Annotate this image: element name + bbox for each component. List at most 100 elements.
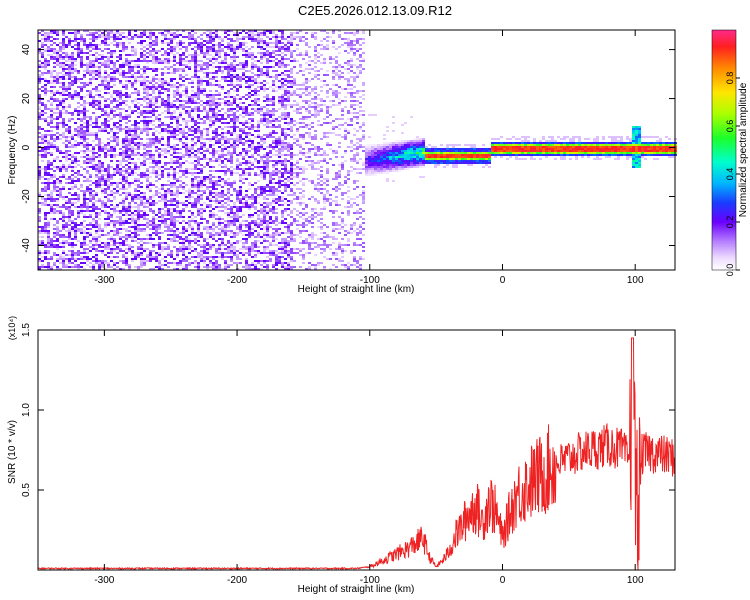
heatmap-cell	[104, 104, 107, 106]
heatmap-cell	[110, 146, 113, 148]
heatmap-cell	[155, 138, 158, 140]
heatmap-cell	[248, 196, 251, 198]
heatmap-cell	[263, 106, 266, 108]
heatmap-cell	[98, 58, 101, 60]
heatmap-cell	[95, 212, 98, 214]
heatmap-cell	[185, 88, 188, 90]
heatmap-cell	[110, 256, 113, 258]
heatmap-cell	[251, 148, 254, 150]
heatmap-cell	[257, 126, 260, 128]
heatmap-cell	[146, 84, 149, 86]
heatmap-cell	[170, 32, 173, 34]
heatmap-cell	[44, 198, 47, 200]
heatmap-cell	[236, 104, 239, 106]
heatmap-cell	[155, 234, 158, 236]
heatmap-cell	[137, 136, 140, 138]
heatmap-cell	[200, 222, 203, 224]
heatmap-cell	[173, 238, 176, 240]
heatmap-cell	[242, 206, 245, 208]
heatmap-cell	[155, 254, 158, 256]
heatmap-cell	[167, 106, 170, 108]
heatmap-cell	[209, 38, 212, 40]
heatmap-cell	[137, 122, 140, 124]
heatmap-cell	[179, 180, 182, 182]
heatmap-cell	[119, 152, 122, 154]
heatmap-cell	[158, 168, 161, 170]
heatmap-cell	[137, 92, 140, 94]
heatmap-cell	[77, 250, 80, 252]
heatmap-cell	[80, 138, 83, 140]
heatmap-cell	[146, 180, 149, 182]
heatmap-cell	[203, 250, 206, 252]
heatmap-cell	[131, 70, 134, 72]
heatmap-cell	[113, 110, 116, 112]
heatmap-cell	[113, 132, 116, 134]
heatmap-cell	[107, 58, 110, 60]
heatmap-cell	[251, 62, 254, 64]
heatmap-cell	[53, 212, 56, 214]
heatmap-cell	[92, 240, 95, 242]
heatmap-cell	[89, 188, 92, 190]
heatmap-cell	[98, 166, 101, 168]
heatmap-cell	[233, 206, 236, 208]
heatmap-cell	[107, 62, 110, 64]
heatmap-cell	[161, 216, 164, 218]
heatmap-cell	[68, 112, 71, 114]
heatmap-cell	[50, 142, 53, 144]
heatmap-cell	[245, 152, 248, 154]
heatmap-cell	[113, 124, 116, 126]
heatmap-cell	[242, 130, 245, 132]
heatmap-cell	[95, 66, 98, 68]
heatmap-cell	[173, 194, 176, 196]
heatmap-cell	[104, 84, 107, 86]
heatmap-cell	[209, 262, 212, 264]
heatmap-cell	[140, 128, 143, 130]
heatmap-cell	[59, 110, 62, 112]
heatmap-cell	[122, 140, 125, 142]
heatmap-cell	[257, 150, 260, 152]
heatmap-cell	[137, 180, 140, 182]
heatmap-cell	[128, 218, 131, 220]
heatmap-cell	[128, 108, 131, 110]
heatmap-cell	[131, 222, 134, 224]
heatmap-cell	[248, 156, 251, 158]
heatmap-cell	[158, 244, 161, 246]
heatmap-cell	[86, 144, 89, 146]
heatmap-cell	[170, 46, 173, 48]
heatmap-cell	[215, 232, 218, 234]
heatmap-cell	[200, 48, 203, 50]
heatmap-cell	[149, 210, 152, 212]
heatmap-cell	[200, 82, 203, 84]
heatmap-cell	[131, 170, 134, 172]
heatmap-cell	[134, 218, 137, 220]
heatmap-cell	[224, 140, 227, 142]
heatmap-cell	[143, 174, 146, 176]
heatmap-cell	[62, 250, 65, 252]
heatmap-cell	[83, 198, 86, 200]
heatmap-cell	[179, 42, 182, 44]
heatmap-cell	[50, 36, 53, 38]
heatmap-cell	[179, 212, 182, 214]
heatmap-cell	[245, 98, 248, 100]
heatmap-cell	[245, 252, 248, 254]
heatmap-cell	[263, 154, 266, 156]
heatmap-cell	[257, 142, 260, 144]
heatmap-cell	[50, 268, 53, 270]
heatmap-cell	[80, 96, 83, 98]
heatmap-cell	[224, 182, 227, 184]
heatmap-cell	[116, 30, 119, 32]
heatmap-cell	[56, 182, 59, 184]
heatmap-cell	[113, 138, 116, 140]
heatmap-cell	[179, 216, 182, 218]
heatmap-cell	[155, 42, 158, 44]
heatmap-cell	[179, 128, 182, 130]
heatmap-cell	[215, 52, 218, 54]
heatmap-cell	[209, 236, 212, 238]
heatmap-cell	[173, 246, 176, 248]
heatmap-cell	[194, 142, 197, 144]
heatmap-cell	[131, 46, 134, 48]
heatmap-cell	[233, 54, 236, 56]
heatmap-cell	[149, 144, 152, 146]
heatmap-cell	[131, 48, 134, 50]
heatmap-cell	[224, 184, 227, 186]
